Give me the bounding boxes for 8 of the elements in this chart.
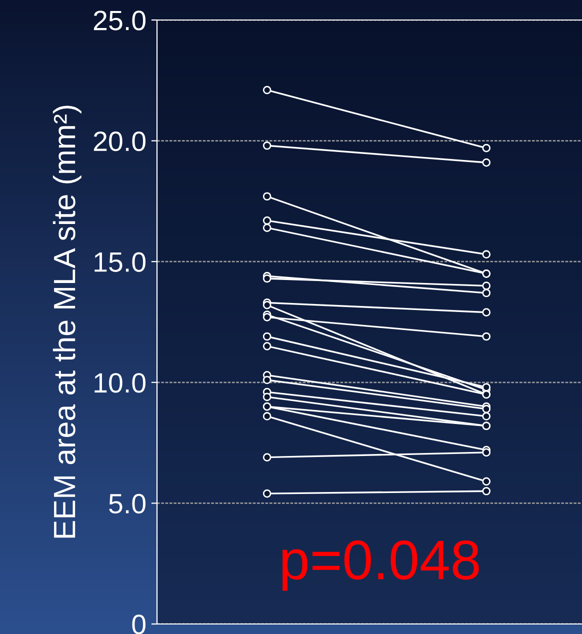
annotation: p=0.048 — [282, 540, 479, 591]
y-tick-label: 25.0 — [94, 10, 146, 30]
y-tick-label: 15.0 — [94, 252, 146, 272]
y-axis-title: EEM area at the MLA site (mm²) — [52, 106, 82, 538]
y-tick-label: 5.0 — [109, 494, 146, 514]
y-tick-label: 10.0 — [94, 373, 146, 393]
y-tick-label: 20.0 — [94, 131, 146, 152]
y-tick-label: 0 — [132, 614, 146, 634]
